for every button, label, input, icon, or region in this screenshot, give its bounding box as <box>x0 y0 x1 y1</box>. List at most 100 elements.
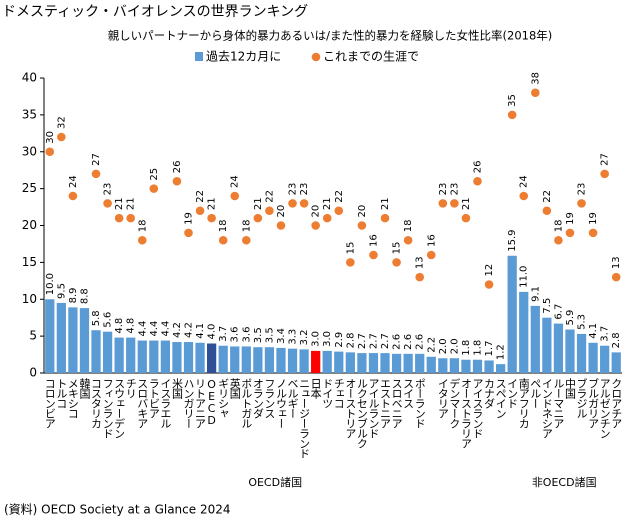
x-tick-label: 日本 <box>309 378 322 400</box>
bar-value-label: 9.5 <box>56 283 67 299</box>
dot-value-label: 27 <box>91 153 102 166</box>
bar-value-label: 4.2 <box>184 322 195 338</box>
bar-value-label: 2.8 <box>611 332 622 348</box>
dot <box>357 221 367 230</box>
bar <box>542 317 552 373</box>
dot-value-label: 13 <box>415 256 426 269</box>
bar <box>230 346 240 373</box>
bar <box>380 353 390 373</box>
bar-value-label: 5.6 <box>103 312 114 328</box>
dot-value-label: 18 <box>403 220 414 233</box>
dot-value-label: 18 <box>137 220 148 233</box>
x-tick-label: ルクセンブルク <box>355 378 368 449</box>
x-tick-label: クロアチア <box>610 378 623 429</box>
x-tick-label: ラトビア <box>147 378 160 419</box>
x-tick-label: スペイン <box>494 378 507 418</box>
dot-value-label: 16 <box>426 234 437 247</box>
dot <box>265 206 274 216</box>
dot-value-label: 19 <box>184 212 195 225</box>
x-tick-label: アイスランド <box>471 378 484 438</box>
dot-value-label: 21 <box>461 197 472 210</box>
dot <box>172 176 182 186</box>
bar-value-label: 3.7 <box>600 326 611 342</box>
x-tick-label: ハンガリー <box>182 378 195 428</box>
x-tick-label: カナダ <box>483 378 496 409</box>
dot <box>103 199 112 208</box>
bar-value-label: 4.8 <box>126 318 137 334</box>
dot <box>380 213 390 223</box>
dot-value-label: 35 <box>507 94 518 107</box>
bar-value-label: 2.6 <box>415 334 426 350</box>
dot <box>542 206 552 216</box>
x-tick-label: OECD <box>205 378 218 426</box>
dot-value-label: 20 <box>276 205 287 218</box>
bar <box>530 305 540 373</box>
dot <box>276 221 286 230</box>
x-tick-label: 南アフリカ <box>517 378 530 429</box>
bar <box>276 347 286 373</box>
bar <box>241 346 251 373</box>
bar <box>56 302 66 373</box>
dot <box>242 235 251 245</box>
x-tick-label: インドネシア <box>540 378 553 439</box>
dot <box>299 199 309 208</box>
bar <box>322 350 332 373</box>
dot-value-label: 19 <box>565 212 576 225</box>
bar <box>403 353 413 373</box>
dot <box>126 213 135 223</box>
bar <box>253 347 263 373</box>
x-tick-label: スロバキア <box>136 378 149 429</box>
bar-value-label: 1.8 <box>461 340 472 356</box>
bar-value-label: 3.6 <box>241 327 252 343</box>
dot <box>415 272 425 282</box>
dot <box>114 213 124 223</box>
bar-value-label: 7.5 <box>542 298 553 314</box>
x-tick-label: スロベニア <box>390 378 403 429</box>
dot <box>230 191 240 201</box>
bar <box>345 352 355 373</box>
bar <box>588 342 598 373</box>
dot-value-label: 30 <box>45 131 56 144</box>
bar-value-label: 3.3 <box>288 329 299 345</box>
dot-value-label: 21 <box>380 197 391 210</box>
dot-value-label: 23 <box>103 183 114 196</box>
dot-value-label: 21 <box>114 197 125 210</box>
y-tick-label: 25 <box>22 181 37 195</box>
dot <box>473 176 482 186</box>
dot-value-label: 13 <box>611 256 622 269</box>
bar-value-label: 4.1 <box>588 323 599 339</box>
x-tick-label: ポルトガル <box>240 378 253 428</box>
bar-value-label: 2.9 <box>334 332 345 348</box>
bar-value-label: 3.4 <box>276 328 287 344</box>
bar-value-label: 1.2 <box>496 344 507 360</box>
x-tick-label: ベルギー <box>286 378 299 418</box>
bar <box>149 340 159 373</box>
dot <box>253 213 263 223</box>
dot-value-label: 24 <box>519 175 530 188</box>
bar <box>484 360 494 373</box>
dot-value-label: 18 <box>553 220 564 233</box>
x-tick-label: 中国 <box>563 378 576 400</box>
x-tick-label: リトアニア <box>194 378 207 429</box>
dot-value-label: 24 <box>230 175 241 188</box>
bar-value-label: 3.5 <box>253 327 264 343</box>
legend-swatch <box>311 52 321 62</box>
x-tick-label: トルコ <box>55 378 68 408</box>
bar <box>334 351 344 373</box>
dot-value-label: 38 <box>530 72 541 85</box>
dot-value-label: 22 <box>264 190 275 203</box>
x-tick-label: ドイツ <box>321 378 334 408</box>
dot-value-label: 18 <box>218 220 229 233</box>
x-tick-label: 韓国 <box>78 378 91 400</box>
bar <box>311 350 321 373</box>
legend-label: これまでの生涯で <box>323 50 419 64</box>
dot-value-label: 15 <box>345 242 356 255</box>
y-tick-label: 40 <box>22 71 37 85</box>
dot <box>311 221 320 230</box>
bar-value-label: 10.0 <box>45 273 56 295</box>
bar-value-label: 9.1 <box>530 286 541 302</box>
dot <box>450 199 459 208</box>
dot-value-label: 12 <box>484 264 495 277</box>
dot <box>600 169 609 179</box>
y-tick-label: 5 <box>29 329 37 343</box>
